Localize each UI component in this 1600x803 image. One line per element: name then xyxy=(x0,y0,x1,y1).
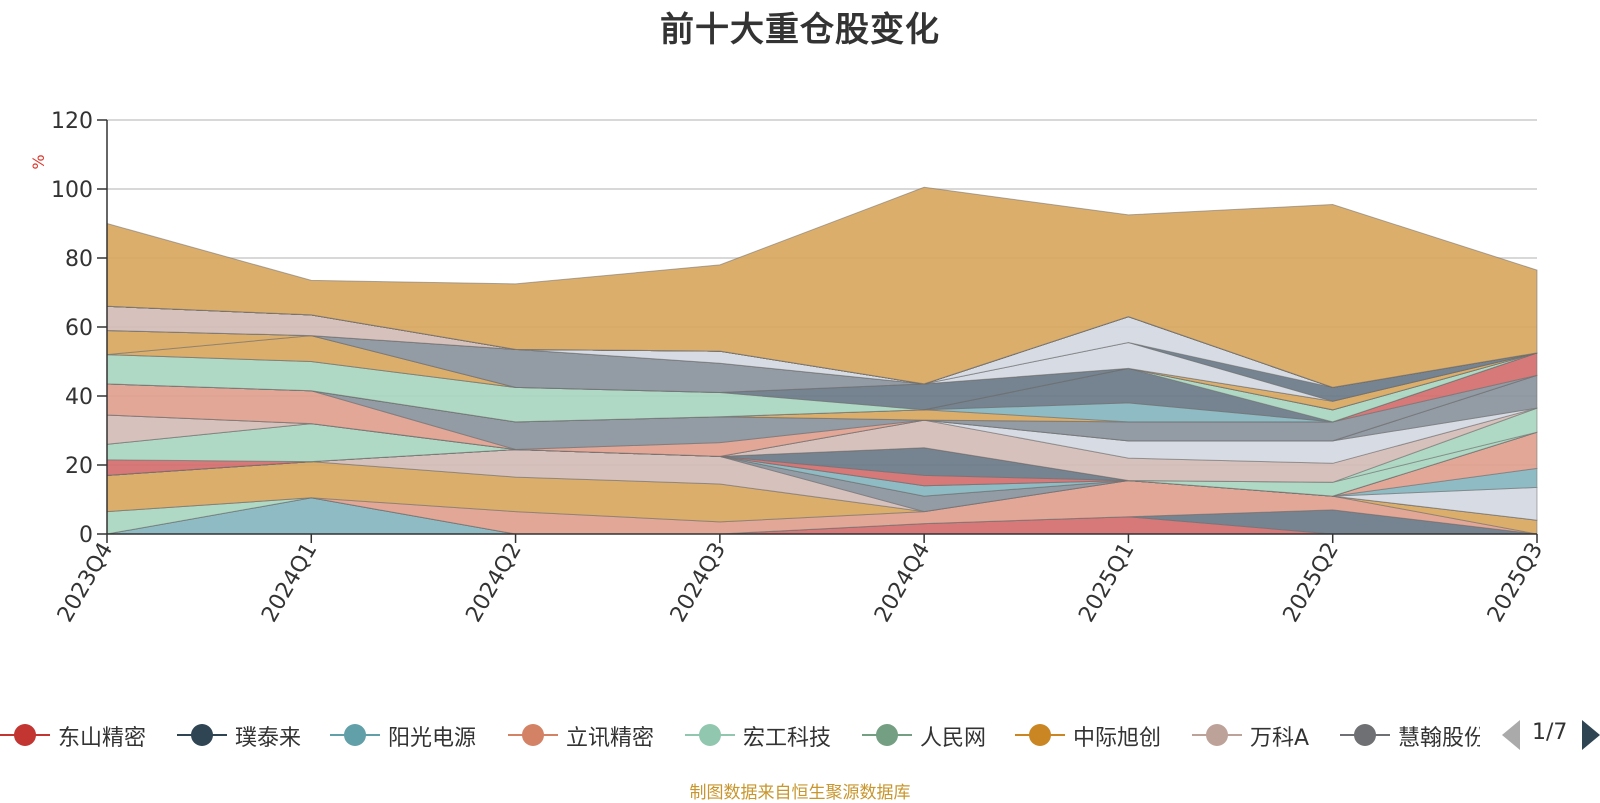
y-tick-label: 80 xyxy=(65,247,93,272)
legend-dot-icon xyxy=(699,724,721,746)
legend-next-page-button[interactable] xyxy=(1582,720,1600,750)
y-tick-label: 100 xyxy=(51,178,93,203)
x-tick-label: 2023Q4 xyxy=(53,539,118,627)
x-tick-label: 2024Q3 xyxy=(666,539,731,627)
legend-dot-icon xyxy=(191,724,213,746)
legend-dot-icon xyxy=(14,724,36,746)
source-note: 制图数据来自恒生聚源数据库 xyxy=(689,783,911,803)
legend-dot-icon xyxy=(344,724,366,746)
legend-label: 宏工科技 xyxy=(743,726,832,751)
legend-dot-icon xyxy=(1206,724,1228,746)
legend-dot-icon xyxy=(876,724,898,746)
y-tick-label: 120 xyxy=(51,109,93,134)
legend-label: 中际旭创 xyxy=(1073,726,1162,751)
legend-label: 阳光电源 xyxy=(388,726,477,751)
stacked-areas: 阳光电源东山精密璞泰来宏工科技立讯精密中际旭创万科A慧翰股份天孚通信新易盛胜宏科… xyxy=(106,186,1538,535)
x-tick-label: 2024Q2 xyxy=(461,539,526,627)
legend-label: 人民网 xyxy=(920,726,987,751)
legend-label: 璞泰来 xyxy=(235,726,302,751)
x-tick-label: 2024Q1 xyxy=(257,539,322,627)
legend-page-indicator: 1/7 xyxy=(1532,720,1568,745)
legend-label: 东山精密 xyxy=(58,726,147,751)
y-tick-label: 20 xyxy=(65,454,93,479)
legend: 东山精密 璞泰来 阳光电源 立讯精密 宏工科技 人民网 中际旭创 万科A 慧翰股份 1/7 xyxy=(0,716,1600,756)
x-tick-label: 2025Q2 xyxy=(1279,539,1344,627)
area-series-50: 其他 xyxy=(106,186,1538,388)
legend-label: 慧翰股份 xyxy=(1398,726,1480,751)
x-tick-label: 2024Q4 xyxy=(870,539,935,627)
y-tick-label: 60 xyxy=(65,316,93,341)
legend-dot-icon xyxy=(1354,724,1376,746)
x-tick-label: 2025Q3 xyxy=(1483,539,1548,627)
chart-title: 前十大重仓股变化 xyxy=(660,10,940,50)
y-axis-unit: % xyxy=(29,154,48,169)
legend-prev-page-button[interactable] xyxy=(1502,720,1520,750)
legend-label: 万科A xyxy=(1250,726,1310,751)
x-tick-label: 2025Q1 xyxy=(1074,539,1139,627)
legend-dot-icon xyxy=(522,724,544,746)
y-tick-label: 40 xyxy=(65,385,93,410)
y-tick-label: 0 xyxy=(79,523,93,548)
legend-label: 立讯精密 xyxy=(566,726,655,751)
legend-items: 东山精密 璞泰来 阳光电源 立讯精密 宏工科技 人民网 中际旭创 万科A 慧翰股份 xyxy=(0,716,1480,756)
legend-dot-icon xyxy=(1029,724,1051,746)
